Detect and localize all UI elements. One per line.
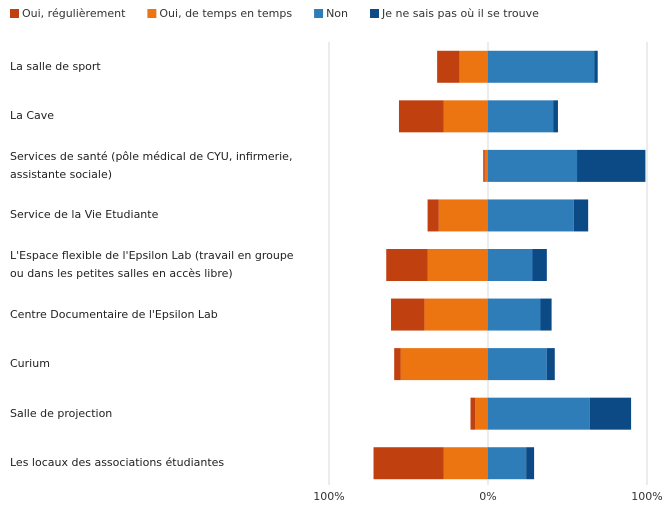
bar-segment — [386, 249, 428, 281]
bar-segment — [488, 50, 595, 83]
x-tick-label: 0% — [479, 490, 496, 503]
bar-segment — [526, 447, 535, 480]
category-label: La Cave — [10, 109, 55, 123]
bar-segment — [427, 199, 439, 232]
bar-segment — [484, 149, 488, 182]
bar-segment — [488, 298, 541, 331]
legend-swatch — [370, 9, 380, 18]
legend-label: Je ne sais pas où il se trouve — [381, 7, 539, 20]
legend-label: Oui, de temps en temps — [159, 7, 292, 20]
category-label: Salle de projection — [10, 406, 113, 420]
bar-segment — [546, 348, 555, 381]
bar-segment — [475, 397, 488, 430]
bar-segment — [577, 149, 646, 182]
bar-segment — [443, 447, 488, 480]
category-label: Les locaux des associations étudiantes — [10, 456, 225, 470]
category-label: La salle de sport — [10, 59, 101, 73]
bar-segment — [589, 397, 632, 430]
legend-swatch — [147, 9, 157, 18]
category-label: Services de santé (pôle médical de CYU, … — [10, 149, 293, 181]
bar-segment — [437, 50, 460, 83]
bar-segment — [553, 100, 558, 133]
bar-segment — [488, 100, 554, 133]
bar-segment — [424, 298, 488, 331]
bar-segment — [540, 298, 552, 331]
bar-segment — [400, 348, 488, 381]
category-label: L'Espace flexible de l'Epsilon Lab (trav… — [10, 249, 294, 280]
legend-label: Non — [326, 7, 348, 20]
bar-segment — [398, 100, 444, 133]
bar-segment — [373, 447, 444, 480]
bar-segment — [488, 249, 533, 281]
category-label: Curium — [10, 357, 50, 371]
legend-swatch — [10, 9, 19, 18]
bar-segment — [488, 348, 547, 381]
bar-segment — [488, 199, 574, 232]
legend-swatch — [314, 9, 324, 18]
x-tick-label: 100% — [313, 490, 344, 503]
bar-segment — [391, 298, 425, 331]
category-label: Centre Documentaire de l'Epsilon Lab — [10, 307, 218, 321]
bar-segment — [470, 397, 476, 430]
legend-label: Oui, régulièrement — [22, 7, 126, 20]
category-label: Service de la Vie Etudiante — [10, 208, 159, 222]
bar-segment — [459, 50, 488, 83]
bar-segment — [573, 199, 589, 232]
bar-segment — [443, 100, 488, 133]
bar-segment — [488, 397, 590, 430]
bar-segment — [488, 447, 527, 480]
bar-segment — [532, 249, 547, 281]
bar-segment — [438, 199, 488, 232]
bar-segment — [427, 249, 488, 281]
bar-segment — [483, 149, 485, 182]
bar-segment — [488, 149, 578, 182]
x-tick-label: 100% — [631, 490, 662, 503]
bar-segment — [594, 50, 598, 83]
bar-segment — [394, 348, 401, 381]
